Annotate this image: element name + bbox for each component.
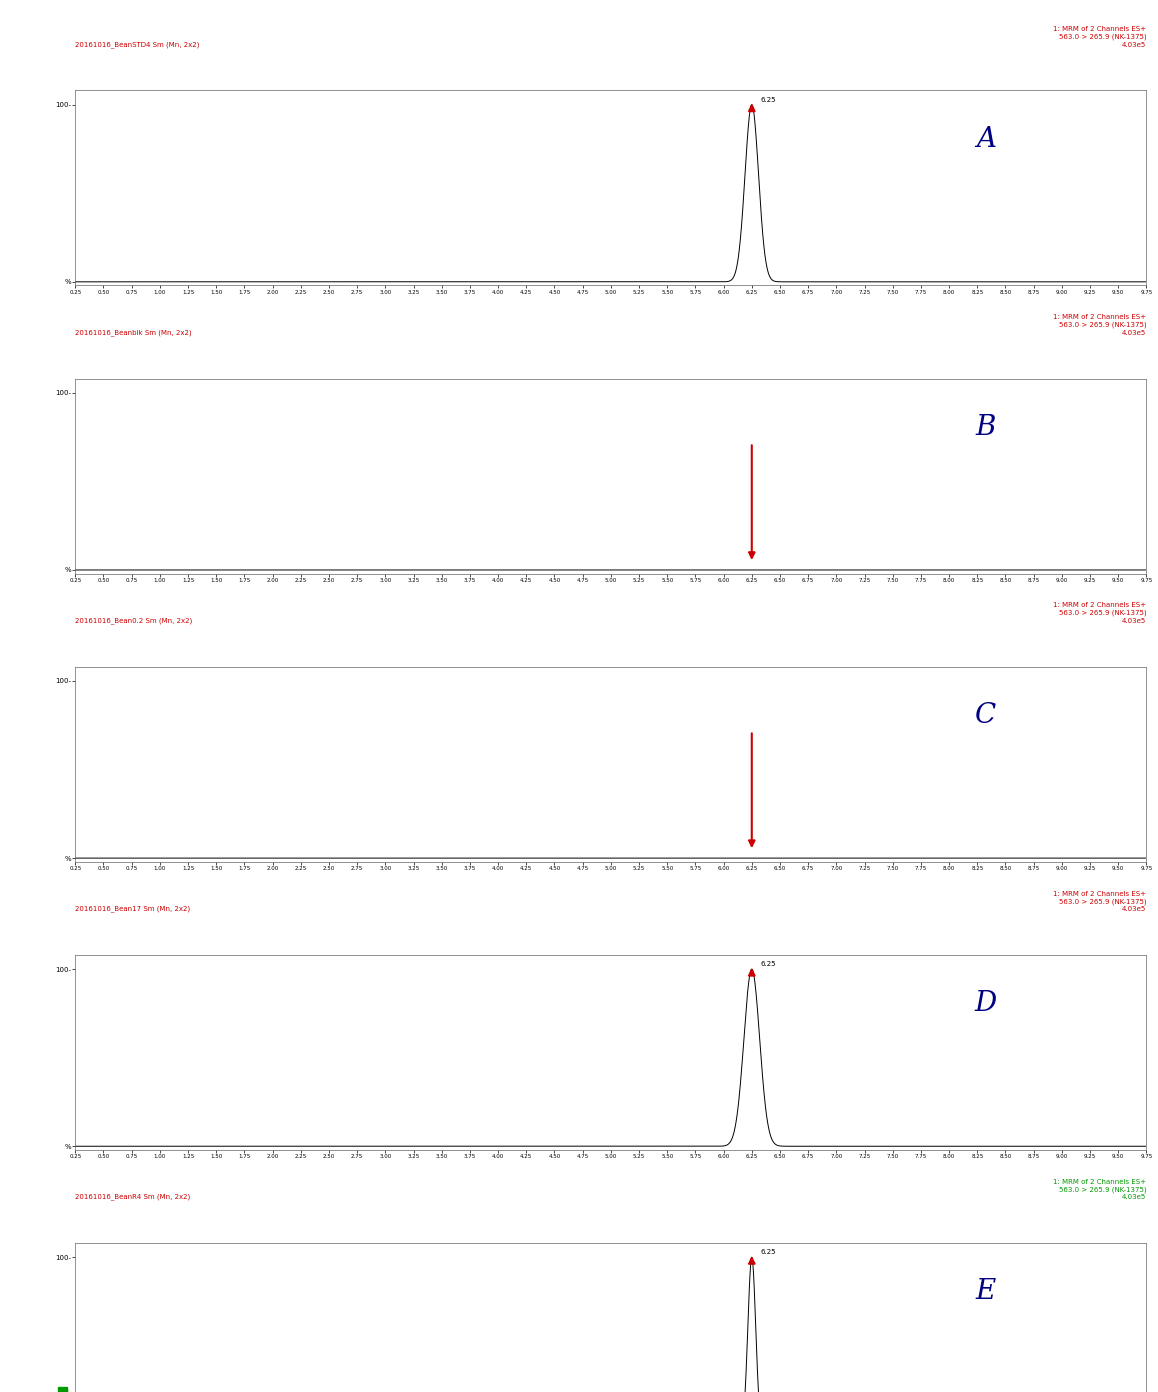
Text: C: C [975,702,996,729]
Text: 20161016_Bean17 Sm (Mn, 2x2): 20161016_Bean17 Sm (Mn, 2x2) [75,905,190,912]
Text: 20161016_Beanblk Sm (Mn, 2x2): 20161016_Beanblk Sm (Mn, 2x2) [75,329,192,335]
Text: 25: 25 [61,1388,69,1392]
Text: 20161016_BeanR4 Sm (Mn, 2x2): 20161016_BeanR4 Sm (Mn, 2x2) [75,1193,191,1200]
Text: 1: MRM of 2 Channels ES+
563.0 > 265.9 (NK-1375)
4.03e5: 1: MRM of 2 Channels ES+ 563.0 > 265.9 (… [1054,26,1146,47]
Text: 6.25: 6.25 [761,1250,776,1256]
Text: 20161016_Bean0.2 Sm (Mn, 2x2): 20161016_Bean0.2 Sm (Mn, 2x2) [75,617,192,624]
Text: A: A [976,125,996,153]
Text: E: E [976,1278,996,1306]
Text: 1: MRM of 2 Channels ES+
563.0 > 265.9 (NK-1375)
4.03e5: 1: MRM of 2 Channels ES+ 563.0 > 265.9 (… [1054,603,1146,624]
Text: 1: MRM of 2 Channels ES+
563.0 > 265.9 (NK-1375)
4.03e5: 1: MRM of 2 Channels ES+ 563.0 > 265.9 (… [1054,891,1146,912]
Bar [58,1388,67,1392]
Text: 6.25: 6.25 [761,962,776,967]
Text: B: B [975,413,996,441]
Text: 1: MRM of 2 Channels ES+
563.0 > 265.9 (NK-1375)
4.03e5: 1: MRM of 2 Channels ES+ 563.0 > 265.9 (… [1054,1179,1146,1200]
Text: 1: MRM of 2 Channels ES+
563.0 > 265.9 (NK-1375)
4.03e5: 1: MRM of 2 Channels ES+ 563.0 > 265.9 (… [1054,315,1146,335]
Text: 6.25: 6.25 [761,97,776,103]
Text: D: D [975,990,997,1018]
Text: 20161016_BeanSTD4 Sm (Mn, 2x2): 20161016_BeanSTD4 Sm (Mn, 2x2) [75,40,199,47]
